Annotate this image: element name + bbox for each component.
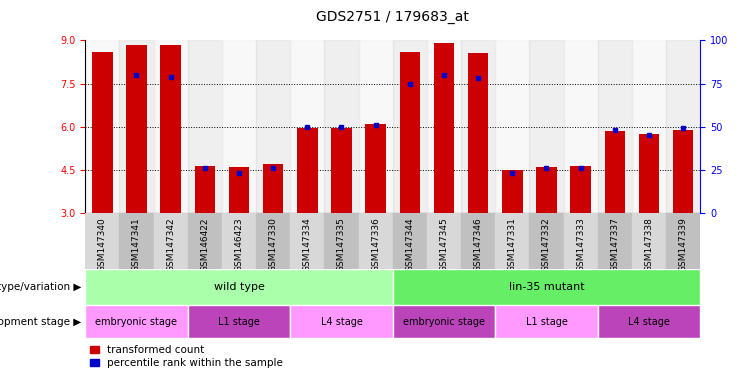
Bar: [160, 45, 181, 213]
Bar: [495, 305, 598, 338]
Bar: [427, 213, 461, 269]
Bar: [187, 40, 222, 213]
Bar: [187, 213, 222, 269]
Text: embryonic stage: embryonic stage: [96, 316, 177, 327]
Text: GSM147330: GSM147330: [269, 218, 278, 273]
Bar: [399, 52, 420, 213]
Bar: [564, 40, 598, 213]
Bar: [461, 40, 495, 213]
Bar: [666, 213, 700, 269]
Bar: [256, 40, 290, 213]
Bar: [325, 213, 359, 269]
Bar: [222, 213, 256, 269]
Bar: [229, 167, 249, 213]
Bar: [325, 40, 359, 213]
Text: GSM147345: GSM147345: [439, 218, 448, 272]
Text: GSM147331: GSM147331: [508, 218, 516, 273]
Bar: [632, 40, 666, 213]
Bar: [290, 213, 325, 269]
Bar: [529, 40, 564, 213]
Text: GSM147335: GSM147335: [337, 218, 346, 273]
Bar: [153, 213, 187, 269]
Text: GSM147333: GSM147333: [576, 218, 585, 273]
Bar: [187, 305, 290, 338]
Text: lin-35 mutant: lin-35 mutant: [508, 282, 585, 292]
Bar: [393, 213, 427, 269]
Text: GSM147340: GSM147340: [98, 218, 107, 272]
Bar: [85, 269, 393, 305]
Bar: [529, 213, 564, 269]
Bar: [85, 213, 119, 269]
Text: GSM147338: GSM147338: [645, 218, 654, 273]
Text: GSM147336: GSM147336: [371, 218, 380, 273]
Text: GSM147342: GSM147342: [166, 218, 175, 272]
Bar: [571, 166, 591, 213]
Text: GSM147344: GSM147344: [405, 218, 414, 272]
Bar: [673, 130, 694, 213]
Bar: [359, 213, 393, 269]
Bar: [85, 305, 187, 338]
Bar: [297, 128, 318, 213]
Text: GSM147334: GSM147334: [303, 218, 312, 272]
Bar: [195, 166, 215, 213]
Bar: [502, 170, 522, 213]
Bar: [256, 213, 290, 269]
Text: L1 stage: L1 stage: [218, 316, 260, 327]
Text: GSM147346: GSM147346: [473, 218, 482, 272]
Bar: [393, 305, 495, 338]
Bar: [290, 40, 325, 213]
Bar: [605, 131, 625, 213]
Text: GSM147337: GSM147337: [611, 218, 619, 273]
Text: GSM146422: GSM146422: [200, 218, 209, 272]
Bar: [222, 40, 256, 213]
Bar: [153, 40, 187, 213]
Bar: [119, 40, 153, 213]
Bar: [495, 40, 529, 213]
Bar: [393, 269, 700, 305]
Bar: [468, 53, 488, 213]
Bar: [92, 52, 113, 213]
Bar: [598, 40, 632, 213]
Bar: [119, 213, 153, 269]
Bar: [290, 305, 393, 338]
Bar: [365, 124, 386, 213]
Text: L4 stage: L4 stage: [628, 316, 670, 327]
Text: GSM146423: GSM146423: [234, 218, 244, 272]
Bar: [598, 213, 632, 269]
Text: embryonic stage: embryonic stage: [403, 316, 485, 327]
Legend: transformed count, percentile rank within the sample: transformed count, percentile rank withi…: [90, 345, 283, 368]
Bar: [331, 128, 352, 213]
Bar: [427, 40, 461, 213]
Bar: [263, 164, 283, 213]
Text: genotype/variation ▶: genotype/variation ▶: [0, 282, 82, 292]
Bar: [632, 213, 666, 269]
Bar: [666, 40, 700, 213]
Text: L4 stage: L4 stage: [321, 316, 362, 327]
Bar: [639, 134, 659, 213]
Bar: [536, 167, 556, 213]
Bar: [598, 305, 700, 338]
Bar: [495, 213, 529, 269]
Text: GSM147339: GSM147339: [679, 218, 688, 273]
Text: development stage ▶: development stage ▶: [0, 316, 82, 327]
Text: GSM147332: GSM147332: [542, 218, 551, 272]
Bar: [433, 43, 454, 213]
Text: GSM147341: GSM147341: [132, 218, 141, 272]
Bar: [461, 213, 495, 269]
Bar: [85, 40, 119, 213]
Text: wild type: wild type: [213, 282, 265, 292]
Bar: [359, 40, 393, 213]
Text: L1 stage: L1 stage: [525, 316, 568, 327]
Bar: [393, 40, 427, 213]
Bar: [126, 45, 147, 213]
Bar: [564, 213, 598, 269]
Text: GDS2751 / 179683_at: GDS2751 / 179683_at: [316, 10, 469, 23]
